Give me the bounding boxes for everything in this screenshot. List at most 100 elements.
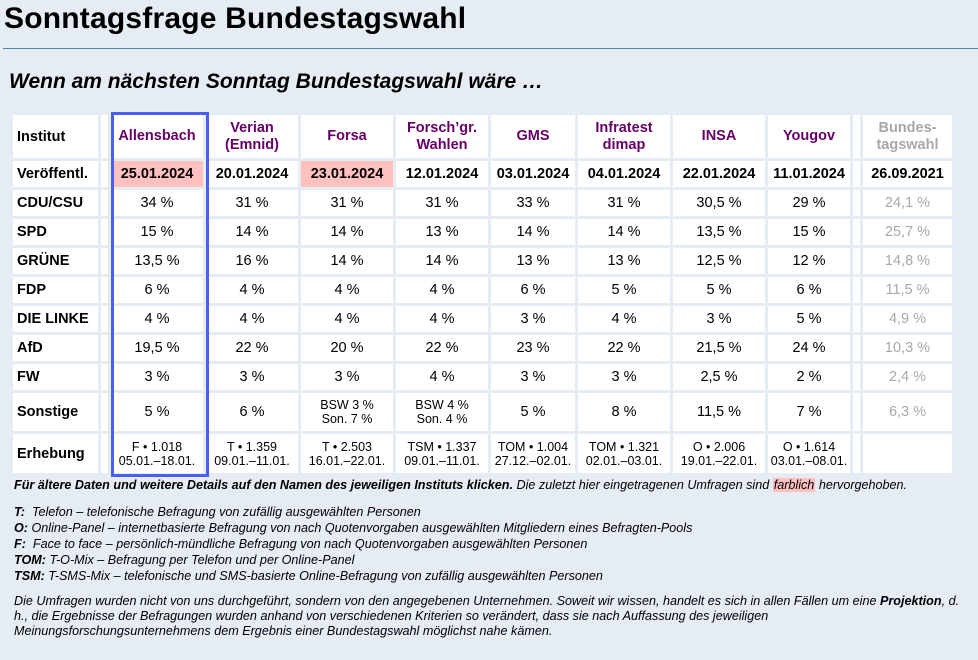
poll-value: 13,5 % [673, 219, 765, 245]
survey-detail-line2: 05.01.–18.01. [118, 453, 196, 468]
institute-link[interactable]: GMS [491, 128, 575, 145]
poll-value-other: BSW 4 % Son. 4 % [396, 393, 488, 431]
spacer-cell [101, 364, 108, 390]
other-value: 8 % [578, 404, 670, 420]
poll-value: 6 % [111, 277, 203, 303]
institute-link-line1[interactable]: Infratest [595, 119, 653, 136]
published-date: 12.01.2024 [396, 161, 488, 187]
published-date: 25.01.2024 [111, 161, 203, 187]
poll-value-other: BSW 3 % Son. 7 % [301, 393, 393, 431]
spacer-cell [101, 393, 108, 431]
legend-item: T: Telefon – telefonische Befragung von … [14, 504, 964, 520]
legend-code: TOM: [14, 553, 46, 567]
poll-value: 4 % [396, 306, 488, 332]
poll-value: 3 % [301, 364, 393, 390]
institute-link-line1[interactable]: GMS [516, 128, 550, 144]
highlight-sample: farblich [772, 478, 816, 492]
other-value-line1: 5 % [520, 404, 546, 420]
survey-detail-line1: TOM • 1.321 [588, 439, 660, 454]
party-row: DIE LINKE 4 % 4 % 4 % 4 % 3 % 4 % 3 % 5 % 4,9 % [13, 306, 952, 332]
institute-link[interactable]: Allensbach [111, 128, 203, 145]
poll-value: 31 % [396, 190, 488, 216]
poll-value-other: 5 % [491, 393, 575, 431]
poll-value: 31 % [578, 190, 670, 216]
institute-link-line1[interactable]: INSA [701, 128, 737, 144]
survey-detail-line2: 02.01.–03.01. [585, 453, 663, 468]
institute-header[interactable]: Forsa [301, 115, 393, 158]
poll-value-other: 11,5 % [673, 393, 765, 431]
survey-detail-line2: 19.01.–22.01. [680, 453, 758, 468]
survey-detail: TOM • 1.004 27.12.–02.01. [491, 440, 575, 468]
survey-detail-line2: 09.01.–11.01. [404, 453, 480, 468]
legend-item: TSM: T-SMS-Mix – telefonische und SMS-ba… [14, 568, 964, 584]
survey-info: O • 2.006 19.01.–22.01. [673, 434, 765, 473]
institute-link-line1[interactable]: Forsch’gr. [406, 119, 478, 136]
survey-info: T • 1.359 09.01.–11.01. [206, 434, 298, 473]
survey-detail-line1: TOM • 1.004 [497, 439, 569, 454]
poll-value: 6 % [491, 277, 575, 303]
spacer-cell [853, 335, 860, 361]
survey-row: Erhebung F • 1.018 05.01.–18.01. T • 1.359 0… [13, 434, 952, 473]
institute-link-line1[interactable]: Verian [230, 119, 274, 136]
institute-link[interactable]: Verian (Emnid) [206, 120, 298, 154]
poll-value: 14 % [491, 219, 575, 245]
published-date: 04.01.2024 [578, 161, 670, 187]
poll-value: 4 % [206, 306, 298, 332]
institute-link[interactable]: Infratest dimap [578, 120, 670, 154]
spacer-cell [853, 364, 860, 390]
poll-value: 13,5 % [111, 248, 203, 274]
poll-value-other: 8 % [578, 393, 670, 431]
party-label: SPD [13, 219, 98, 245]
published-date: 20.01.2024 [206, 161, 298, 187]
other-value-line1: 5 % [144, 404, 170, 420]
institute-link-line2[interactable]: dimap [602, 136, 646, 153]
institute-header[interactable]: GMS [491, 115, 575, 158]
survey-detail-line1: F • 1.018 [131, 439, 183, 454]
institute-link[interactable]: INSA [673, 128, 765, 145]
poll-value-other: 6 % [206, 393, 298, 431]
institute-header[interactable]: Forsch’gr. Wahlen [396, 115, 488, 158]
poll-value: 15 % [768, 219, 850, 245]
institute-header[interactable]: Yougov [768, 115, 850, 158]
institute-link-line1[interactable]: Yougov [782, 128, 836, 144]
poll-value: 22 % [578, 335, 670, 361]
other-value-line1: 7 % [796, 404, 822, 420]
institute-link[interactable]: Yougov [768, 128, 850, 145]
survey-detail-line1: O • 1.614 [782, 439, 836, 454]
institute-header[interactable]: Allensbach [111, 115, 203, 158]
institute-link-line1[interactable]: Allensbach [118, 128, 196, 144]
spacer-cell [853, 161, 860, 187]
institute-link-line2[interactable]: Wahlen [416, 136, 468, 153]
legend-code: O: [14, 521, 28, 535]
institute-header[interactable]: Verian (Emnid) [206, 115, 298, 158]
poll-value: 4 % [578, 306, 670, 332]
election-result: 14,8 % [863, 248, 952, 274]
survey-detail: T • 1.359 09.01.–11.01. [206, 440, 298, 468]
institute-header[interactable]: INSA [673, 115, 765, 158]
survey-detail-line2: 09.01.–11.01. [214, 453, 290, 468]
poll-value: 20 % [301, 335, 393, 361]
institute-link[interactable]: Forsch’gr. Wahlen [396, 120, 488, 154]
institute-link[interactable]: Forsa [301, 128, 393, 145]
notes-section: Für ältere Daten und weitere Details auf… [14, 478, 964, 650]
disclaimer-end: , d. h., die Ergebnisse der Befragungen … [14, 594, 960, 638]
survey-info: F • 1.018 05.01.–18.01. [111, 434, 203, 473]
party-row: SPD 15 % 14 % 14 % 13 % 14 % 14 % 13,5 % 15 % 25,… [13, 219, 952, 245]
poll-value: 4 % [396, 364, 488, 390]
spacer-cell [101, 306, 108, 332]
poll-value: 31 % [206, 190, 298, 216]
spacer-cell [101, 434, 108, 473]
disclaimer-bold: Projektion [879, 594, 942, 608]
poll-value: 2,5 % [673, 364, 765, 390]
poll-value: 4 % [301, 277, 393, 303]
institute-link-line1[interactable]: Forsa [327, 128, 367, 144]
party-label: GRÜNE [13, 248, 98, 274]
spacer-cell [853, 115, 860, 158]
survey-detail: O • 1.614 03.01.–08.01. [768, 440, 850, 468]
institute-link-line2[interactable]: (Emnid) [225, 136, 279, 153]
election-result: 6,3 % [863, 393, 952, 431]
poll-value: 14 % [301, 219, 393, 245]
institute-header[interactable]: Infratest dimap [578, 115, 670, 158]
other-value: BSW 3 % Son. 7 % [301, 398, 393, 426]
poll-value: 3 % [491, 306, 575, 332]
